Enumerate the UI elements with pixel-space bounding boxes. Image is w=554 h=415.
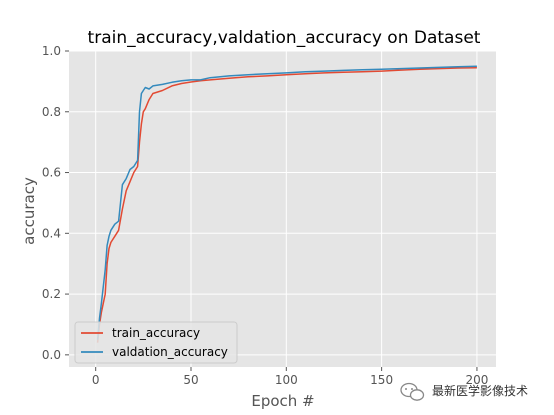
x-tick-label: 50	[183, 373, 198, 387]
legend-label-validation: valdation_accuracy	[112, 345, 228, 359]
x-tick-label: 150	[370, 373, 393, 387]
x-tick-label: 0	[92, 373, 100, 387]
y-tick-label: 0.6	[42, 166, 61, 180]
series-line-0	[96, 66, 477, 343]
watermark: 最新医学影像技术	[400, 382, 528, 401]
chart-title: train_accuracy,valdation_accuracy on Dat…	[88, 28, 481, 48]
y-tick-label: 0.4	[42, 226, 61, 240]
x-tick-label: 100	[275, 373, 298, 387]
series-lines	[96, 65, 477, 343]
y-tick-labels: 0.0 0.2 0.4 0.6 0.8 1.0	[42, 44, 69, 362]
legend-box	[74, 321, 238, 364]
x-tick-labels: 0 50 100 150 200	[92, 367, 488, 387]
x-tick-label: 200	[465, 373, 488, 387]
legend-label-train: train_accuracy	[112, 326, 200, 340]
y-tick-label: 0.0	[42, 348, 61, 362]
wechat-logo-icon	[400, 382, 425, 401]
watermark-text: 最新医学影像技术	[432, 383, 528, 398]
series-line-1	[96, 65, 477, 340]
y-axis-label: accuracy	[20, 177, 38, 245]
x-axis-label: Epoch #	[251, 392, 314, 410]
plot-background	[69, 51, 496, 367]
y-tick-label: 0.8	[42, 105, 61, 119]
y-tick-label: 1.0	[42, 44, 61, 58]
legend: train_accuracy valdation_accuracy	[74, 321, 238, 364]
y-tick-label: 0.2	[42, 287, 61, 301]
